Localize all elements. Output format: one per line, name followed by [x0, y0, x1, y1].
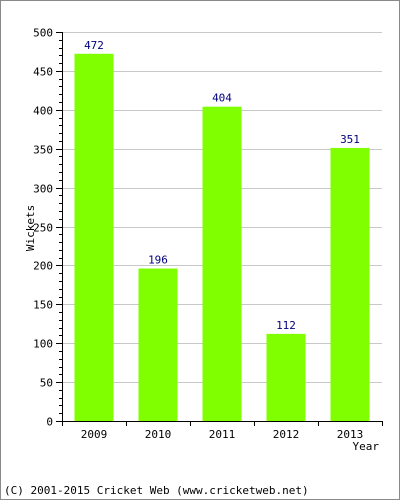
x-axis-title: Year	[353, 440, 380, 453]
y-tick-label: 450	[33, 66, 53, 79]
y-tick-label: 100	[33, 338, 53, 351]
value-label-2010: 196	[148, 254, 168, 267]
x-tick-label: 2011	[209, 428, 236, 441]
y-tick-label: 250	[33, 222, 53, 235]
value-label-2012: 112	[276, 319, 296, 332]
x-tick-label: 2013	[337, 428, 364, 441]
bar-2013	[330, 147, 370, 421]
bar-2010	[138, 268, 178, 421]
bars	[74, 53, 370, 422]
y-tick-label: 200	[33, 260, 53, 273]
y-tick-labels: 0 50 100 150 200 250 300 350 400 450 500	[33, 27, 53, 429]
y-tick-label: 500	[33, 27, 53, 40]
y-axis-title: Wickets	[24, 205, 37, 251]
value-label-2011: 404	[212, 92, 232, 105]
bar-2012	[266, 333, 306, 421]
x-tick-label: 2010	[145, 428, 172, 441]
bar-2009	[74, 53, 114, 422]
y-minor-ticks	[56, 32, 62, 422]
copyright-footer: (C) 2001-2015 Cricket Web (www.cricketwe…	[4, 484, 309, 497]
y-tick-label: 0	[46, 416, 53, 429]
y-tick-label: 300	[33, 183, 53, 196]
value-label-2013: 351	[340, 133, 360, 146]
y-tick-label: 350	[33, 144, 53, 157]
y-tick-label: 50	[40, 377, 53, 390]
x-tick-label: 2009	[81, 428, 108, 441]
value-label-2009: 472	[84, 39, 104, 52]
value-labels: 472 196 404 112 351	[84, 39, 360, 332]
bar-2011	[202, 106, 242, 422]
y-tick-label: 400	[33, 105, 53, 118]
y-tick-label: 150	[33, 299, 53, 312]
x-tick-label: 2012	[273, 428, 300, 441]
x-tick-labels: 2009 2010 2011 2012 2013	[62, 421, 383, 441]
